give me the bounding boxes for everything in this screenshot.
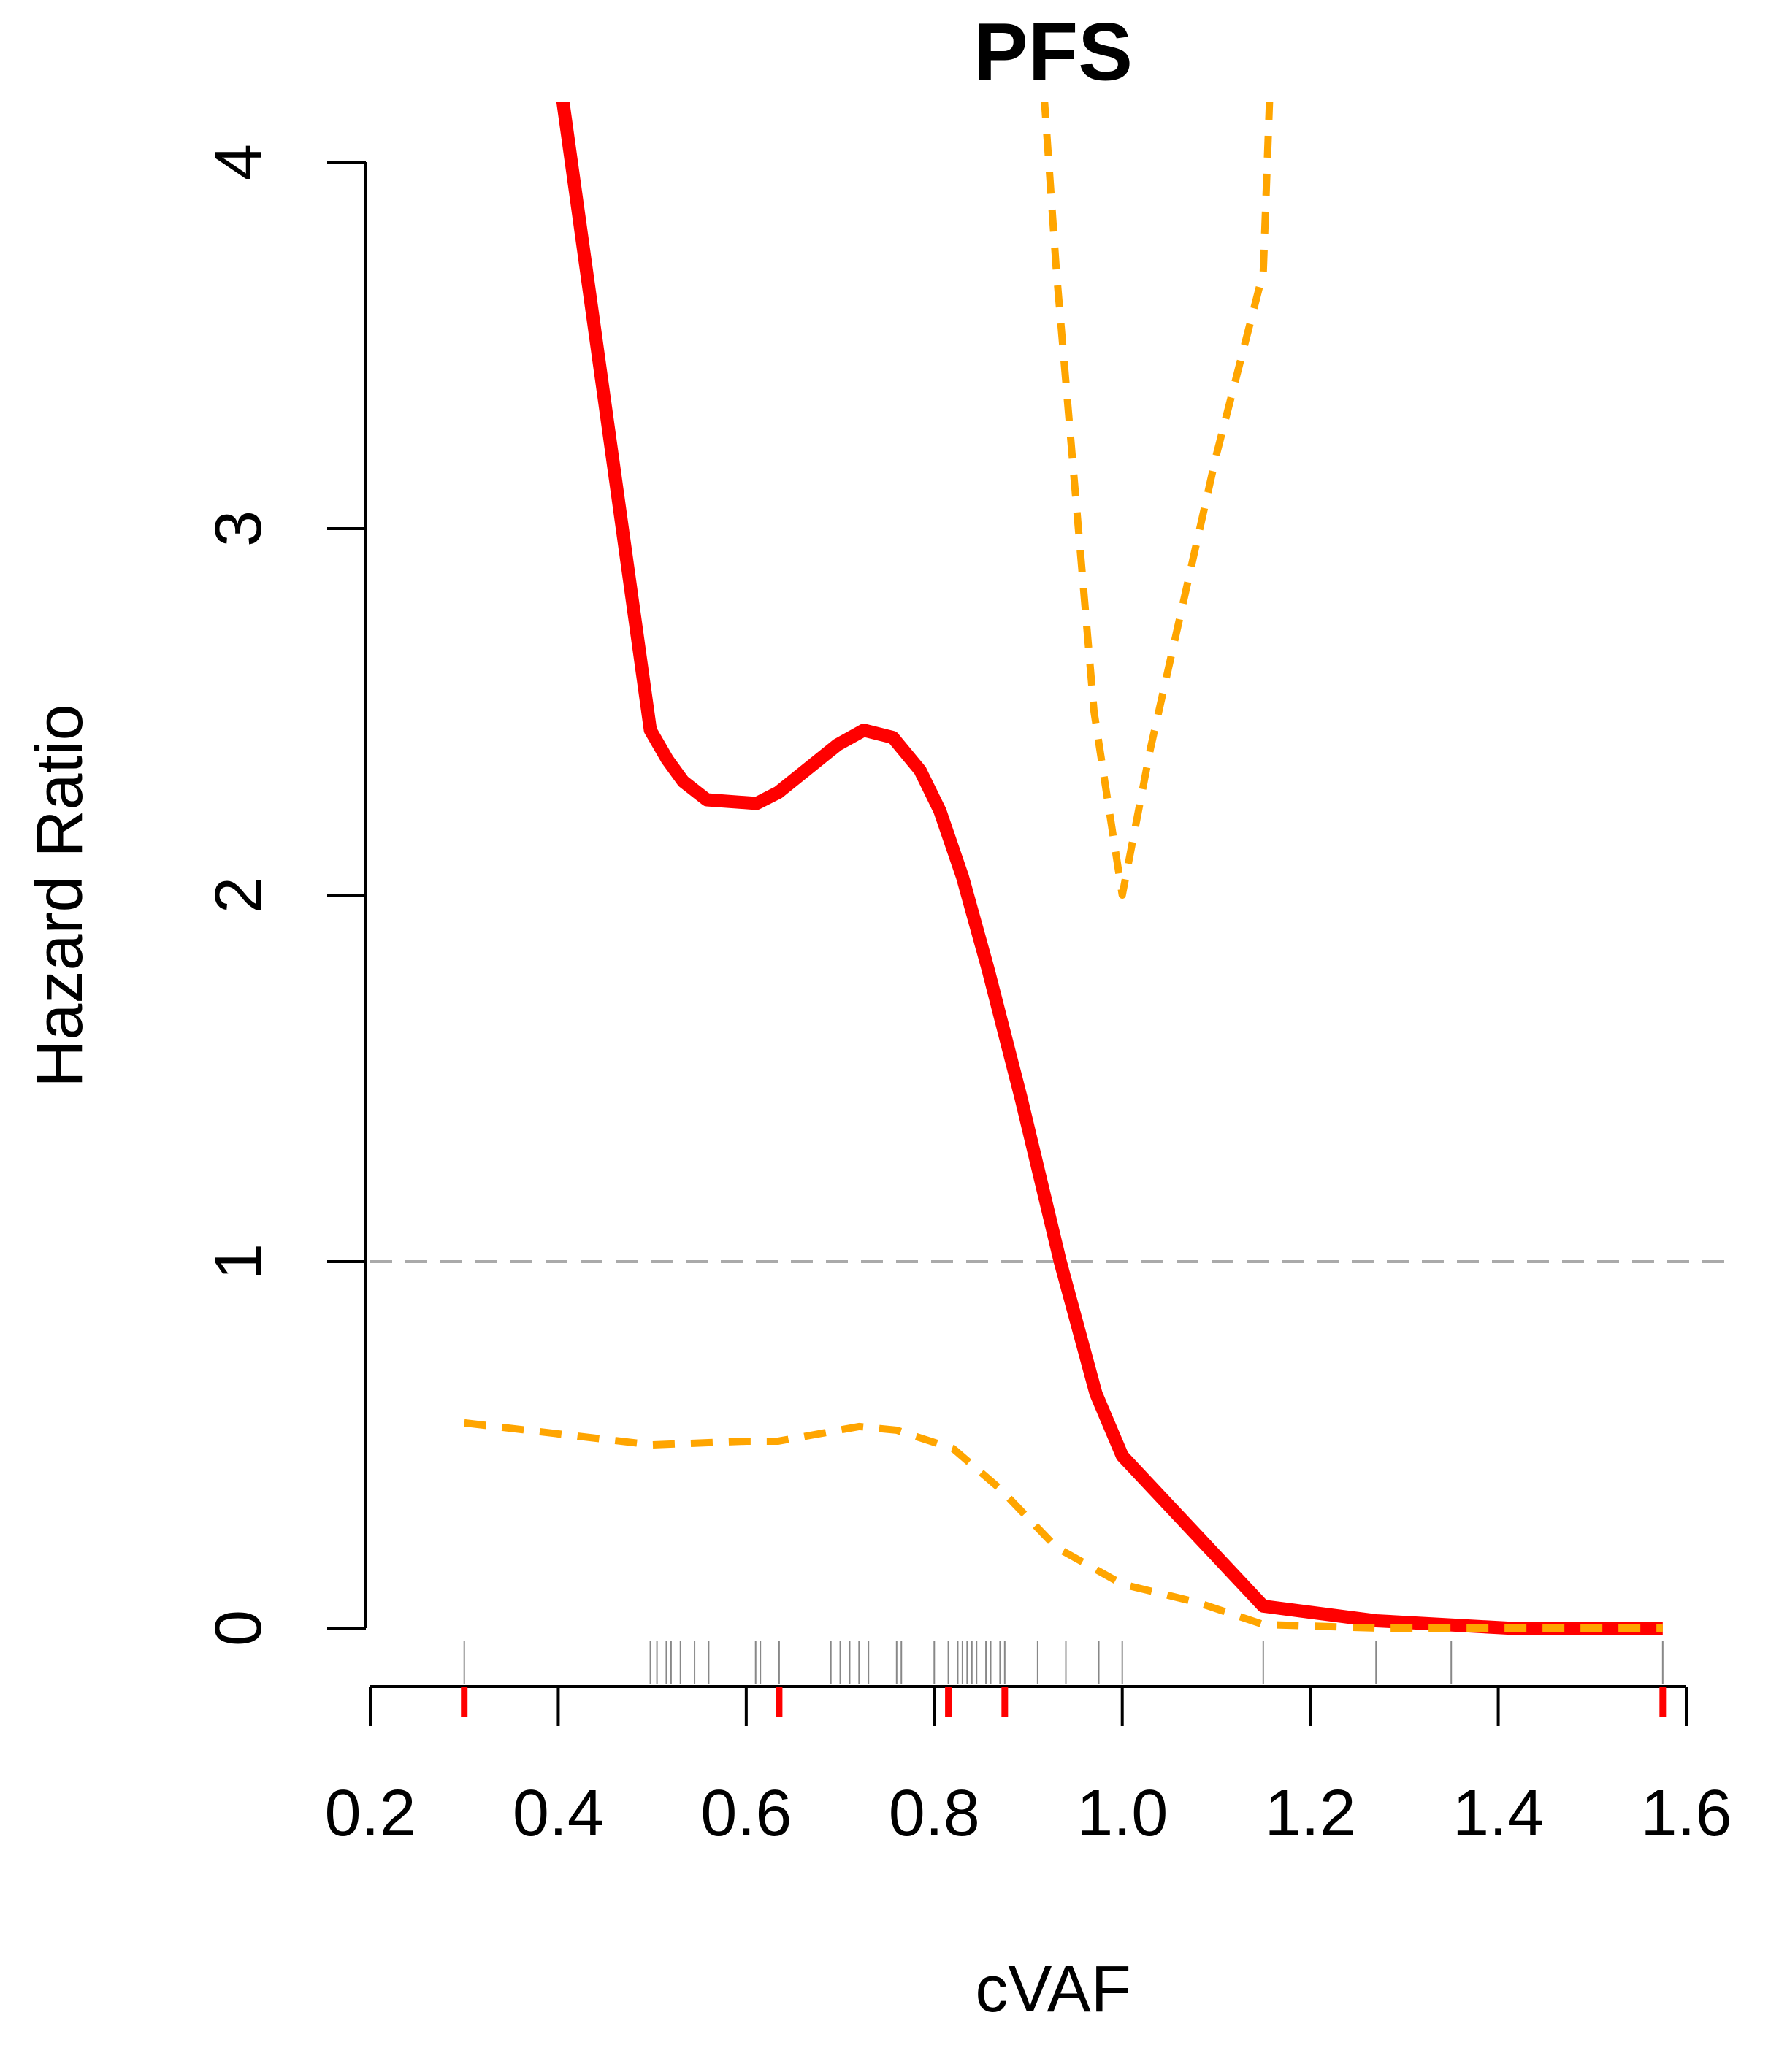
plot-area bbox=[370, 102, 1726, 1635]
x-axis-label: cVAF bbox=[975, 1953, 1130, 2026]
y-tick-label: 4 bbox=[202, 144, 275, 180]
x-tick-label: 0.6 bbox=[700, 1777, 792, 1850]
x-tick-label: 1.4 bbox=[1453, 1777, 1544, 1850]
series-line bbox=[464, 1419, 1663, 1632]
y-tick-label: 1 bbox=[202, 1243, 275, 1280]
y-tick-label: 3 bbox=[202, 510, 275, 547]
series-line bbox=[556, 102, 1663, 1635]
chart-title: PFS bbox=[973, 7, 1133, 98]
x-tick-label: 1.0 bbox=[1076, 1777, 1168, 1850]
x-tick-label: 0.2 bbox=[324, 1777, 416, 1850]
y-axis-label: Hazard Ratio bbox=[23, 704, 96, 1087]
y-tick-label: 0 bbox=[202, 1610, 275, 1646]
x-tick-label: 0.8 bbox=[889, 1777, 980, 1850]
x-tick-label: 1.6 bbox=[1640, 1777, 1732, 1850]
series-line bbox=[1041, 102, 1274, 899]
x-tick-label: 1.2 bbox=[1265, 1777, 1356, 1850]
y-tick-label: 2 bbox=[202, 877, 275, 913]
x-tick-label: 0.4 bbox=[513, 1777, 604, 1850]
